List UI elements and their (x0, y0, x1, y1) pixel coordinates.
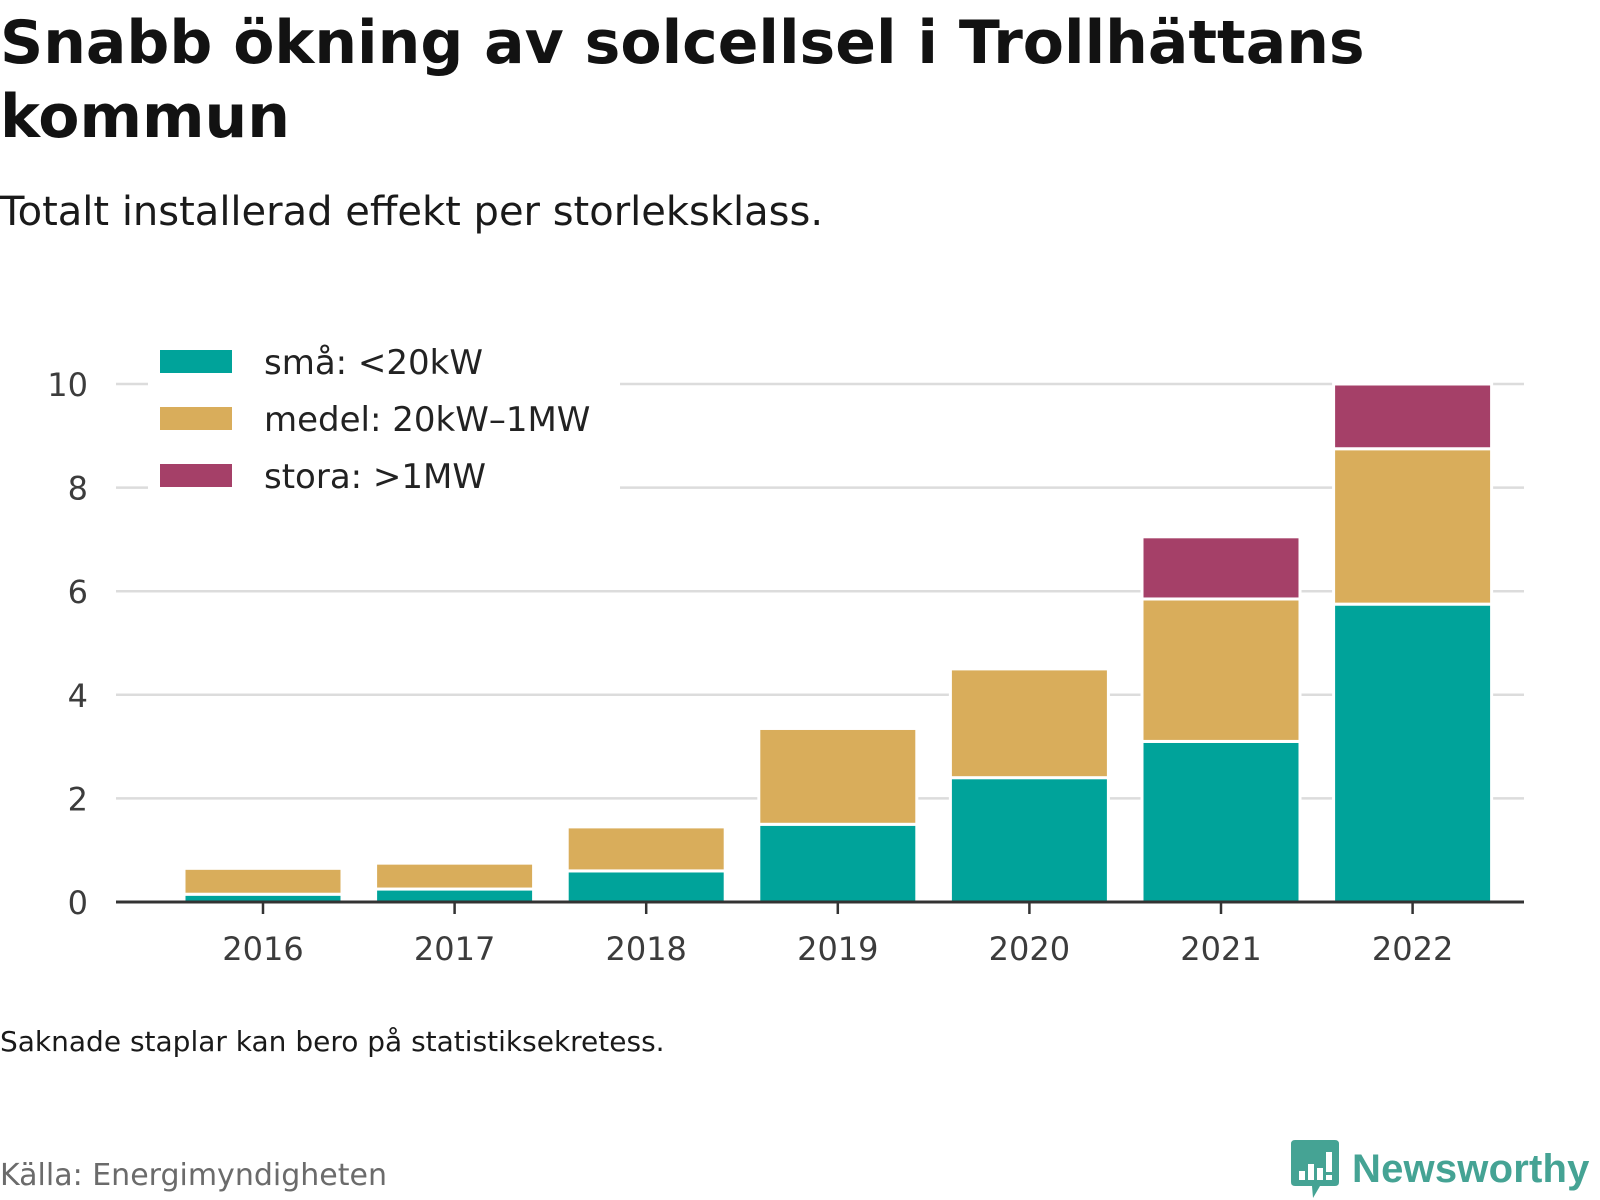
bar-segment (374, 887, 536, 904)
bar-segment (1332, 447, 1494, 606)
source-credit: Källa: Energimyndigheten (0, 1158, 387, 1193)
bar-segment (948, 776, 1110, 904)
x-tick-label: 2016 (222, 930, 303, 968)
bar-segment (1140, 535, 1302, 601)
bar-segment (948, 667, 1110, 780)
axes: 0 2 4 6 8 10 2016 2017 2018 2019 2020 2021 2022 (47, 366, 1524, 968)
y-tick-label: 8 (68, 470, 88, 508)
x-tick-label: 2021 (1180, 930, 1261, 968)
legend-swatch (160, 350, 232, 373)
x-tick-label: 2018 (605, 930, 686, 968)
brand-logo[interactable]: Newsworthy (1290, 1138, 1590, 1200)
bar-chart-speech-bubble-icon (1291, 1140, 1339, 1198)
bar-segment (565, 825, 727, 873)
chart-subtitle: Totalt installerad effekt per storlekskl… (0, 189, 824, 235)
chart-title: Snabb ökning av solcellsel i Trollhättan… (0, 8, 1365, 152)
x-tick-label: 2022 (1372, 930, 1453, 968)
legend-label: medel: 20kW–1MW (264, 400, 590, 440)
legend: små: <20kW medel: 20kW–1MW stora: >1MW (148, 336, 620, 504)
bar-segment (757, 726, 919, 826)
x-tick-label: 2017 (414, 930, 495, 968)
bar-segment (757, 822, 919, 904)
bar-segment (1332, 382, 1494, 451)
y-tick-label: 2 (68, 780, 88, 818)
y-tick-label: 0 (68, 884, 88, 922)
x-tick-label: 2020 (989, 930, 1070, 968)
bar-segment (374, 861, 536, 891)
y-tick-label: 6 (68, 573, 88, 611)
bar-segment (1332, 602, 1494, 904)
x-tick-label: 2019 (797, 930, 878, 968)
legend-label: stora: >1MW (264, 457, 486, 497)
bar-segment (1140, 739, 1302, 904)
legend-label: små: <20kW (264, 343, 483, 383)
legend-swatch (160, 407, 232, 430)
footnote: Saknade staplar kan bero på statistiksek… (0, 1025, 665, 1058)
y-tick-label: 10 (47, 366, 88, 404)
y-tick-label: 4 (68, 677, 88, 715)
bar-segment (1140, 597, 1302, 743)
bar-segment (565, 869, 727, 904)
legend-swatch (160, 464, 232, 487)
bar-segment (182, 866, 344, 896)
brand-name: Newsworthy (1352, 1146, 1590, 1191)
